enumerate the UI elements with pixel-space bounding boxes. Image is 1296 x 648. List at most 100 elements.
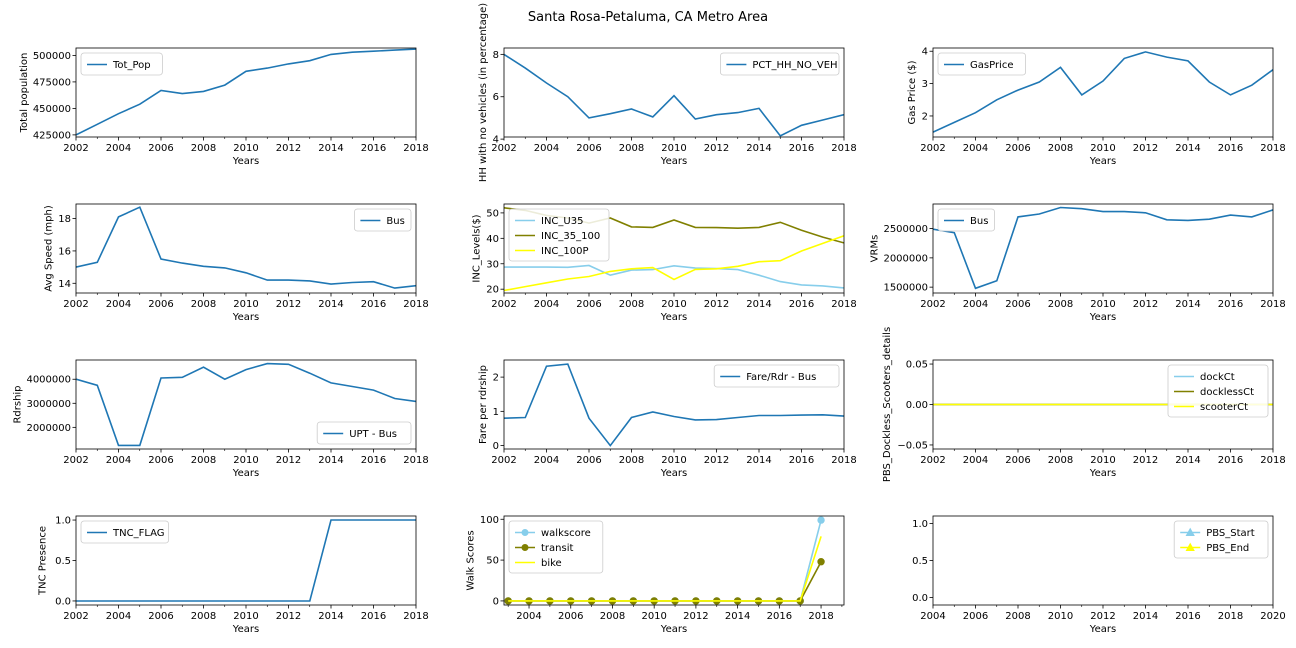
x-tick-label: 2018: [808, 611, 833, 622]
x-tick-label: 2016: [361, 455, 386, 466]
legend-box: [937, 52, 1026, 76]
x-tick-label: 2006: [1005, 143, 1030, 154]
legend: INC_U35 INC_35_100 INC_100P: [508, 208, 610, 262]
y-tick-label: −0.05: [897, 440, 928, 451]
y-tick-label: 0.5: [912, 556, 928, 567]
legend-marker: [521, 544, 529, 551]
y-tick-label: 16: [58, 246, 71, 257]
legend: PCT_HH_NO_VEH: [720, 52, 840, 76]
y-tick-label: 1500000: [883, 283, 928, 294]
figure-title: Santa Rosa-Petaluma, CA Metro Area: [527, 10, 769, 25]
subplot-2: 2002 2004 2006 2008 2010 2012 2014 2016 2018 4 6 8 Y…: [478, 3, 857, 182]
x-tick-label: 2008: [1005, 611, 1030, 622]
y-axis-label: Rdrship: [13, 385, 24, 423]
legend-label: scooterCt: [1200, 402, 1248, 413]
axes-frame: [503, 515, 845, 606]
x-tick-label: 2014: [1175, 299, 1200, 310]
x-tick-label: 2012: [1133, 299, 1158, 310]
legend-box: [80, 52, 163, 76]
series-line-3: [504, 235, 844, 292]
x-tick-label: 2008: [619, 143, 644, 154]
x-tick-label: 2002: [63, 455, 88, 466]
x-tick-label: 2018: [831, 299, 856, 310]
x-tick-label: 2018: [403, 611, 428, 622]
y-tick-label: 2: [922, 111, 928, 122]
y-tick-label: 0.0: [55, 596, 71, 607]
series-line-1: [504, 363, 844, 447]
series-line-1: [76, 362, 416, 447]
legend-label: Fare/Rdr - Bus: [746, 372, 816, 383]
x-axis-label: Years: [1089, 624, 1116, 635]
subplot-6: 2002 2004 2006 2008 2010 2012 2014 2016 2018 1500…: [870, 203, 1286, 323]
x-tick-label: 2014: [746, 455, 771, 466]
legend-box: [508, 208, 610, 262]
x-axis-label: Years: [1089, 156, 1116, 167]
x-tick-label: 2018: [1260, 455, 1285, 466]
y-tick-label: 0: [493, 596, 499, 607]
x-tick-label: 2006: [576, 299, 601, 310]
legend-label: INC_U35: [541, 216, 583, 227]
x-tick-label: 2010: [233, 611, 258, 622]
x-tick-label: 2010: [661, 143, 686, 154]
x-tick-label: 2010: [641, 611, 666, 622]
x-tick-label: 2006: [1005, 455, 1030, 466]
legend-label: docklessCt: [1200, 387, 1254, 398]
legend-label: INC_35_100: [541, 231, 600, 242]
plot-area: [504, 516, 825, 605]
x-tick-label: 2008: [191, 455, 216, 466]
y-tick-label: 3: [922, 79, 928, 90]
x-tick-label: 2014: [318, 455, 343, 466]
x-tick-label: 2004: [534, 455, 559, 466]
subplot-4: 2002 2004 2006 2008 2010 2012 2014 2016 2018 14 16…: [44, 203, 429, 323]
x-tick-label: 2012: [1133, 143, 1158, 154]
y-axis-label: VRMs: [870, 235, 881, 263]
subplot-8: 2002 2004 2006 2008 2010 2012 2014 2016 2018 0 1 2 Y…: [478, 359, 857, 479]
legend-box: [80, 520, 169, 544]
y-axis-label: Walk Scores: [465, 530, 476, 590]
x-axis-label: Years: [660, 312, 687, 323]
y-tick-label: 2000000: [26, 423, 71, 434]
y-tick-label: 450000: [33, 104, 71, 115]
x-tick-label: 2016: [767, 611, 792, 622]
legend-box: [937, 208, 995, 232]
legend-label: TNC_FLAG: [112, 528, 165, 539]
x-tick-label: 2006: [148, 455, 173, 466]
y-tick-label: 18: [58, 214, 71, 225]
x-tick-label: 2010: [1090, 299, 1115, 310]
legend-box: [1167, 364, 1269, 418]
y-tick-label: 6: [493, 92, 499, 103]
y-tick-label: 2: [493, 373, 499, 384]
legend-label: Bus: [386, 216, 404, 227]
legend: PBS_Start PBS_End: [1173, 520, 1269, 559]
legend-box: [1173, 520, 1269, 559]
x-tick-label: 2008: [1048, 143, 1073, 154]
x-tick-label: 2002: [63, 299, 88, 310]
legend: walkscore transit bike: [508, 520, 604, 574]
x-tick-label: 2004: [920, 611, 945, 622]
x-tick-label: 2012: [1090, 611, 1115, 622]
legend-label: PBS_End: [1206, 543, 1249, 554]
legend: Tot_Pop: [80, 52, 163, 76]
subplot-12: 2004 2006 2008 2010 2012 2014 2016 2018 2020 0.0 0…: [912, 515, 1286, 635]
legend: TNC_FLAG: [80, 520, 169, 544]
x-tick-label: 2010: [1090, 143, 1115, 154]
y-axis-label: TNC Presence: [37, 526, 48, 596]
legend-label: bike: [541, 558, 562, 569]
legend-label: INC_100P: [541, 246, 589, 257]
plot-area: [933, 206, 1273, 290]
x-tick-label: 2012: [276, 455, 301, 466]
x-tick-label: 2016: [1218, 299, 1243, 310]
x-tick-label: 2012: [704, 455, 729, 466]
x-tick-label: 2018: [1218, 611, 1243, 622]
x-axis-label: Years: [232, 156, 259, 167]
y-tick-label: 1: [493, 407, 499, 418]
x-tick-label: 2012: [1133, 455, 1158, 466]
y-tick-label: 0: [493, 441, 499, 452]
x-tick-label: 2004: [963, 143, 988, 154]
x-axis-label: Years: [660, 468, 687, 479]
series-line-1: [933, 51, 1273, 133]
x-tick-label: 2012: [276, 143, 301, 154]
x-tick-label: 2008: [619, 299, 644, 310]
x-tick-label: 2008: [1048, 299, 1073, 310]
